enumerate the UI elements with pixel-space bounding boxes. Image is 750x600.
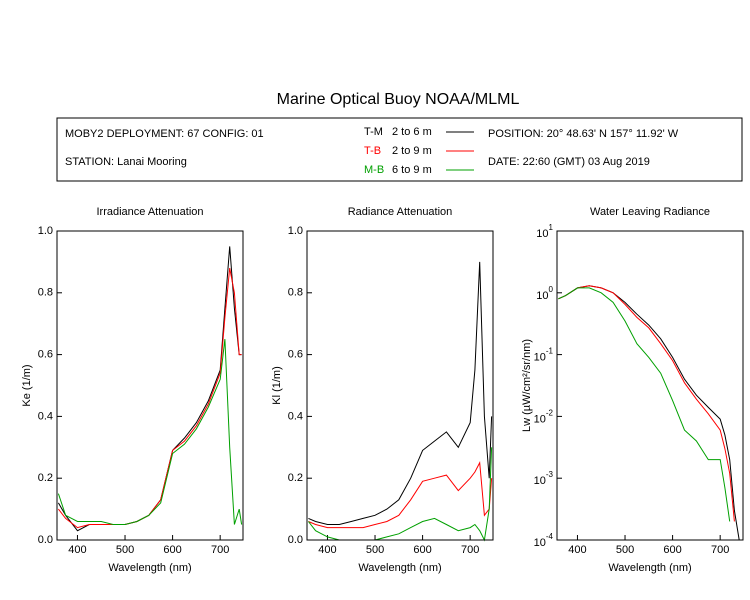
series-line <box>57 339 243 525</box>
y-tick-label: 0.0 <box>38 534 53 546</box>
y-axis-label: Ke (1/m) <box>21 364 33 406</box>
chart-title: Water Leaving Radiance <box>590 206 710 218</box>
info-box <box>56 117 743 182</box>
x-tick-label: 500 <box>366 544 384 556</box>
x-tick-label: 600 <box>163 544 181 556</box>
series-line <box>558 285 735 522</box>
figure-title: Marine Optical Buoy NOAA/MLML <box>277 91 520 108</box>
x-tick-label: 700 <box>711 544 729 556</box>
y-tick-label: 1.0 <box>288 225 303 237</box>
y-tick-exponent: 1 <box>549 223 554 232</box>
date: DATE: 22:60 (GMT) 03 Aug 2019 <box>488 156 650 168</box>
legend-name: T-M <box>364 126 383 138</box>
legend-depth: 6 to 9 m <box>392 164 432 176</box>
legend-name: M-B <box>364 164 384 176</box>
y-tick-label: 100 <box>536 285 553 302</box>
y-tick-exponent: -3 <box>546 470 554 479</box>
y-tick-exponent: -4 <box>546 532 554 541</box>
y-tick-label: 0.0 <box>288 534 303 546</box>
series-line <box>558 285 740 541</box>
series-line <box>58 268 242 529</box>
y-tick-base: 10 <box>534 413 546 425</box>
y-axis-label: Kl (1/m) <box>271 366 283 405</box>
y-tick-base: 10 <box>534 537 546 549</box>
y-tick-label: 101 <box>536 223 553 240</box>
y-tick-label: 0.4 <box>288 410 303 422</box>
y-tick-exponent: -2 <box>546 409 554 418</box>
plot-frame <box>556 230 744 541</box>
series-line <box>308 261 493 525</box>
deployment: MOBY2 DEPLOYMENT: 67 CONFIG: 01 <box>65 128 264 140</box>
x-tick-label: 500 <box>616 544 634 556</box>
y-tick-label: 10-3 <box>534 470 554 487</box>
chart-title: Radiance Attenuation <box>348 206 453 218</box>
x-tick-label: 600 <box>663 544 681 556</box>
x-tick-label: 700 <box>461 544 479 556</box>
legend-depth: 2 to 6 m <box>392 126 432 138</box>
position: POSITION: 20° 48.63' N 157° 11.92' W <box>488 128 679 140</box>
x-axis-label: Wavelength (nm) <box>108 562 191 574</box>
x-tick-label: 700 <box>211 544 229 556</box>
y-tick-exponent: -1 <box>546 347 554 356</box>
y-tick-label: 10-1 <box>534 347 554 364</box>
y-tick-label: 10-4 <box>534 532 554 549</box>
x-tick-label: 500 <box>116 544 134 556</box>
y-axis-label: Lw (µW/cm²/sr/nm) <box>521 339 533 432</box>
y-tick-label: 10-2 <box>534 409 554 426</box>
y-tick-label: 0.4 <box>38 410 53 422</box>
x-axis-label: Wavelength (nm) <box>608 562 691 574</box>
y-tick-label: 0.8 <box>38 287 53 299</box>
plot-frame <box>56 230 244 541</box>
y-tick-base: 10 <box>536 228 548 240</box>
y-tick-exponent: 0 <box>549 285 554 294</box>
y-tick-label: 0.8 <box>288 287 303 299</box>
y-tick-base: 10 <box>534 352 546 364</box>
series-line <box>558 287 731 522</box>
y-tick-label: 0.2 <box>288 472 303 484</box>
y-tick-label: 0.6 <box>288 349 303 361</box>
y-tick-label: 1.0 <box>38 225 53 237</box>
station: STATION: Lanai Mooring <box>65 156 187 168</box>
y-tick-base: 10 <box>534 475 546 487</box>
x-tick-label: 400 <box>318 544 336 556</box>
series-line <box>308 447 493 542</box>
x-tick-label: 600 <box>413 544 431 556</box>
y-tick-label: 0.6 <box>38 349 53 361</box>
x-tick-label: 400 <box>68 544 86 556</box>
legend-depth: 2 to 9 m <box>392 145 432 157</box>
plot-frame <box>306 230 494 541</box>
series-line <box>308 461 493 529</box>
y-tick-label: 0.2 <box>38 472 53 484</box>
x-tick-label: 400 <box>568 544 586 556</box>
chart-title: Irradiance Attenuation <box>96 206 203 218</box>
y-tick-base: 10 <box>536 290 548 302</box>
x-axis-label: Wavelength (nm) <box>358 562 441 574</box>
legend-name: T-B <box>364 145 381 157</box>
